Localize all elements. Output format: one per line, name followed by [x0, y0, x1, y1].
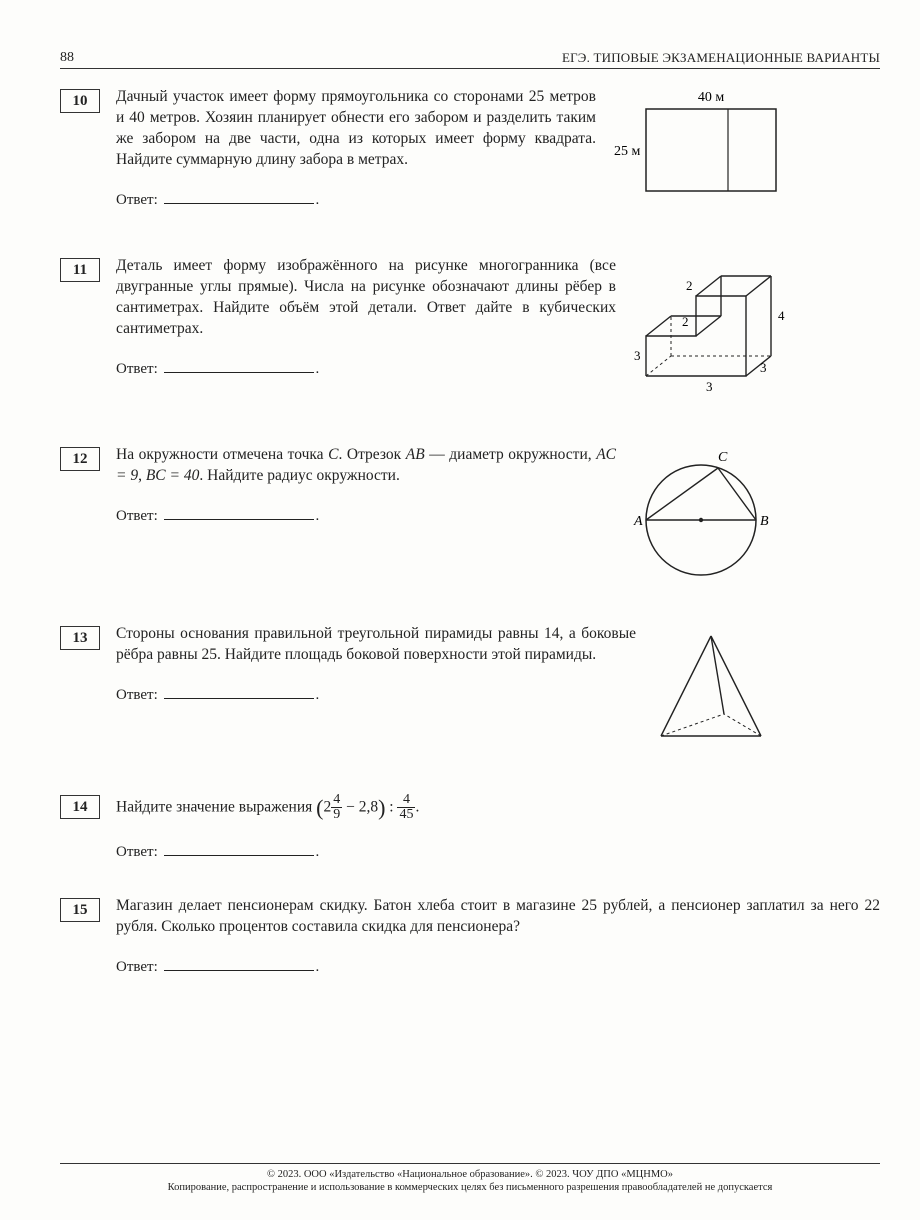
answer-row: Ответ: .	[116, 358, 616, 379]
problem-body: Стороны основания правильной треугольной…	[116, 624, 636, 705]
label-25m: 25 м	[614, 144, 641, 159]
t: . Отрезок	[338, 446, 405, 463]
answer-label: Ответ:	[116, 844, 158, 860]
answer-label: Ответ:	[116, 687, 158, 703]
page-number: 88	[60, 50, 74, 66]
problem-body: Деталь имеет форму изображённого на рису…	[116, 256, 616, 379]
answer-blank[interactable]	[164, 956, 314, 971]
problem-body: Магазин делает пенсионерам скидку. Батон…	[116, 896, 880, 977]
t: . Найдите радиус окружности.	[199, 467, 399, 484]
page-header: 88 ЕГЭ. ТИПОВЫЕ ЭКЗАМЕНАЦИОННЫЕ ВАРИАНТЫ	[60, 50, 880, 69]
problem-10: 10 Дачный участок имеет форму прямоуголь…	[60, 87, 880, 222]
footer-line1: © 2023. ООО «Издательство «Национальное …	[60, 1168, 880, 1182]
answer-row: Ответ: .	[116, 841, 880, 862]
answer-label: Ответ:	[116, 361, 158, 377]
answer-blank[interactable]	[164, 841, 314, 856]
problem-14: 14 Найдите значение выражения (249 − 2,8…	[60, 793, 880, 862]
svg-text:3: 3	[706, 379, 713, 394]
polyhedron-diagram: 2 2 4 3 3 3	[626, 256, 796, 411]
colon: :	[385, 798, 397, 815]
fraction-1: 49	[331, 793, 342, 822]
problem-number: 11	[60, 258, 100, 282]
svg-text:3: 3	[634, 348, 641, 363]
problem-13: 13 Стороны основания правильной треуголь…	[60, 624, 880, 759]
problem-text: Деталь имеет форму изображённого на рису…	[116, 257, 616, 337]
answer-label: Ответ:	[116, 508, 158, 524]
answer-row: Ответ: .	[116, 505, 616, 526]
problem-body: Дачный участок имеет форму прямоугольник…	[116, 87, 596, 210]
answer-row: Ответ: .	[116, 189, 596, 210]
t: ,	[138, 467, 146, 484]
t: C	[328, 446, 338, 463]
svg-text:2: 2	[682, 314, 689, 329]
problem-number: 14	[60, 795, 100, 819]
t: AB	[406, 446, 425, 463]
t: На окружности отмечена точка	[116, 446, 328, 463]
fraction-2: 445	[397, 793, 415, 822]
problem-number: 15	[60, 898, 100, 922]
problem-body: Найдите значение выражения (249 − 2,8) :…	[116, 793, 880, 862]
page: 88 ЕГЭ. ТИПОВЫЕ ЭКЗАМЕНАЦИОННЫЕ ВАРИАНТЫ…	[0, 0, 920, 1220]
answer-row: Ответ: .	[116, 956, 880, 977]
svg-text:B: B	[760, 514, 769, 529]
answer-row: Ответ: .	[116, 684, 636, 705]
problem-12: 12 На окружности отмечена точка C. Отрез…	[60, 445, 880, 590]
problem-text: Магазин делает пенсионерам скидку. Батон…	[116, 897, 880, 935]
t: Найдите значение выражения	[116, 798, 316, 815]
rectangle-diagram: 40 м 25 м	[606, 87, 786, 222]
answer-blank[interactable]	[164, 505, 314, 520]
problem-11: 11 Деталь имеет форму изображённого на р…	[60, 256, 880, 411]
problem-text: Дачный участок имеет форму прямоугольник…	[116, 88, 596, 168]
svg-text:4: 4	[778, 308, 785, 323]
svg-text:A: A	[633, 514, 643, 529]
circle-diagram: A B C	[626, 445, 776, 590]
problem-number: 10	[60, 89, 100, 113]
problem-15: 15 Магазин делает пенсионерам скидку. Ба…	[60, 896, 880, 977]
pyramid-diagram	[646, 624, 776, 759]
header-title: ЕГЭ. ТИПОВЫЕ ЭКЗАМЕНАЦИОННЫЕ ВАРИАНТЫ	[562, 50, 880, 66]
minus: − 2,8	[342, 798, 378, 815]
problem-number: 12	[60, 447, 100, 471]
t: — диаметр окружности,	[425, 446, 597, 463]
footer-line2: Копирование, распространение и использов…	[60, 1181, 880, 1195]
answer-label: Ответ:	[116, 192, 158, 208]
answer-label: Ответ:	[116, 959, 158, 975]
svg-text:C: C	[718, 450, 728, 465]
t: BC = 40	[146, 467, 200, 484]
answer-blank[interactable]	[164, 684, 314, 699]
page-footer: © 2023. ООО «Издательство «Национальное …	[60, 1163, 880, 1195]
problem-body: На окружности отмечена точка C. Отрезок …	[116, 445, 616, 526]
problem-text: Стороны основания правильной треугольной…	[116, 625, 636, 663]
answer-blank[interactable]	[164, 358, 314, 373]
period: .	[415, 798, 419, 815]
answer-blank[interactable]	[164, 189, 314, 204]
svg-text:2: 2	[686, 278, 693, 293]
label-40m: 40 м	[698, 90, 725, 105]
problem-number: 13	[60, 626, 100, 650]
svg-text:3: 3	[760, 360, 767, 375]
whole: 2	[323, 798, 331, 815]
